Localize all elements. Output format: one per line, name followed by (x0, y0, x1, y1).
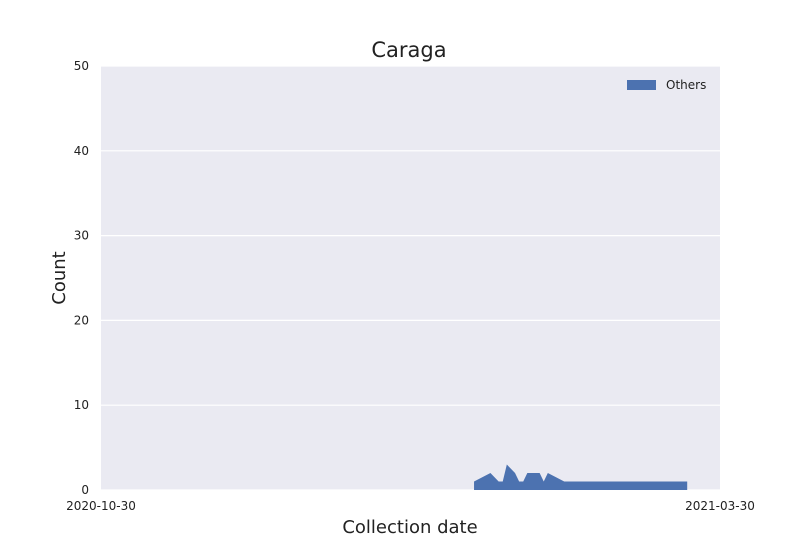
y-tick-label: 0 (81, 483, 89, 497)
y-axis-label: Count (49, 251, 70, 304)
x-tick-label: 2020-10-30 (66, 499, 136, 513)
y-tick-label: 50 (74, 59, 89, 73)
series-areas (474, 464, 688, 490)
series-area-others (474, 464, 688, 490)
x-axis-ticks: 2020-10-30 2021-03-30 (66, 499, 755, 513)
y-tick-label: 20 (74, 313, 89, 327)
y-tick-label: 40 (74, 144, 89, 158)
x-tick-label: 2021-03-30 (685, 499, 755, 513)
chart-title: Caraga (371, 38, 446, 62)
legend-swatch-others (627, 80, 656, 90)
legend-label-others: Others (666, 78, 706, 92)
y-axis-ticks: 0 10 20 30 40 50 (74, 59, 89, 497)
x-axis-label: Collection date (342, 517, 477, 538)
legend: Others (627, 78, 706, 92)
y-tick-label: 10 (74, 398, 89, 412)
plot-background (101, 66, 720, 490)
y-tick-label: 30 (74, 229, 89, 243)
